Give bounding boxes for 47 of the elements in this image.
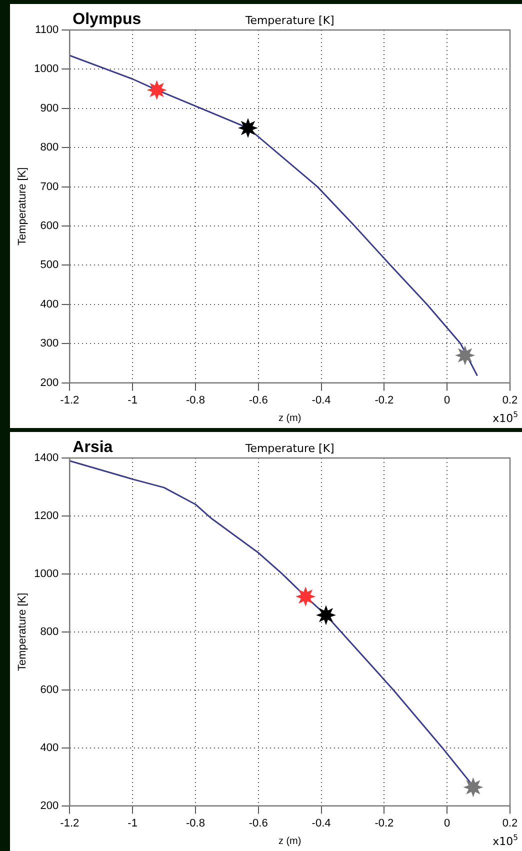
y-tick-label: 700 [40,180,59,193]
point [238,118,258,138]
x-tick-label: -0.8 [186,394,205,406]
x-tick-label: -0.6 [248,817,268,830]
x-tick-label: -0.4 [312,394,331,406]
y-tick-label: 800 [40,142,59,154]
x-tick-label: 0.2 [502,817,518,830]
x-tick-label: -1.2 [60,817,80,830]
y-tick-label: 400 [40,298,59,310]
chart-subtitle: Temperature [K] [244,442,334,455]
chart-title: Arsia [72,439,113,456]
y-tick-label: 800 [40,626,59,638]
x-axis-title: z (m) [278,412,302,424]
y-tick-label: 1100 [35,24,59,36]
x-tick-label: -0.4 [312,817,331,830]
y-tick-label: 1000 [34,63,59,76]
x-tick-label: 0 [444,394,450,406]
y-tick-label: 1000 [34,568,59,580]
x-tick-label: 0 [444,817,450,830]
y-tick-label: 500 [40,259,59,272]
y-tick-label: 900 [40,102,59,114]
point [146,80,167,100]
x-axis-title: z (m) [278,836,302,847]
x-tick-label: -0.8 [186,817,205,830]
y-tick-label: 1200 [34,510,59,522]
x-tick-label: -0.2 [374,817,394,830]
y-tick-label: 600 [40,220,59,232]
x-tick-label: -1.2 [60,394,80,406]
point [296,586,316,607]
y-tick-label: 400 [40,742,59,754]
y-tick-label: 200 [40,376,59,389]
y-tick-label: 300 [40,338,59,350]
point [455,345,476,366]
x-tick-label: -0.6 [248,394,268,406]
x-tick-label: -1 [128,394,138,406]
y-tick-label: 200 [40,800,59,812]
x-tick-label: 0.2 [502,394,518,406]
x-tick-label: -1 [128,817,138,830]
point [463,777,484,798]
y-tick-label: 600 [40,684,59,696]
x-tick-label: -0.2 [374,394,394,406]
point [316,605,336,626]
y-axis-title: Temperature [K] [16,167,29,246]
y-tick-label: 1400 [34,452,59,464]
chart-subtitle: Temperature [K] [244,14,334,27]
y-axis-title: Temperature [K] [16,592,29,672]
chart-title: Olympus [72,11,142,28]
